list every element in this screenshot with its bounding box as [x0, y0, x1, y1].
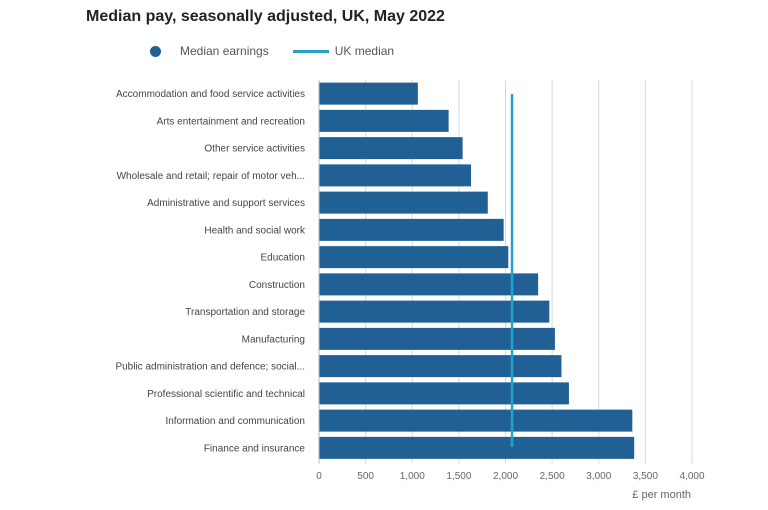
x-tick-label-8: 4,000 [679, 471, 704, 482]
category-label-2: Other service activities [204, 144, 305, 155]
category-label-13: Finance and insurance [204, 443, 306, 454]
bar-5 [319, 218, 504, 241]
category-label-7: Construction [249, 280, 305, 291]
x-tick-label-4: 2,000 [493, 471, 518, 482]
category-label-6: Education [261, 253, 305, 264]
bar-3 [319, 164, 471, 187]
category-label-5: Health and social work [204, 225, 306, 236]
legend-item-uk-median: UK median [292, 44, 395, 58]
legend-label-uk-median: UK median [334, 44, 395, 58]
x-tick-label-2: 1,000 [400, 471, 425, 482]
bar-8 [319, 300, 550, 323]
category-label-11: Professional scientific and technical [147, 389, 305, 400]
bar-6 [319, 246, 509, 269]
bar-10 [319, 355, 562, 378]
x-tick-label-5: 2,500 [540, 471, 565, 482]
category-label-9: Manufacturing [242, 334, 305, 345]
x-tick-label-1: 500 [357, 471, 374, 482]
legend-item-median-earnings: Median earnings [150, 44, 269, 58]
category-label-1: Arts entertainment and recreation [157, 116, 305, 127]
bar-13 [319, 436, 635, 459]
x-tick-label-3: 1,500 [446, 471, 471, 482]
bar-0 [319, 82, 418, 105]
chart-title: Median pay, seasonally adjusted, UK, May… [86, 8, 445, 25]
category-label-10: Public administration and defence; socia… [115, 362, 305, 373]
legend: Median earnings UK median [150, 43, 418, 59]
legend-label-median-earnings: Median earnings [180, 44, 269, 58]
category-label-4: Administrative and support services [147, 198, 305, 209]
category-label-3: Wholesale and retail; repair of motor ve… [117, 171, 305, 182]
bar-4 [319, 191, 488, 214]
x-tick-label-7: 3,500 [633, 471, 658, 482]
bar-9 [319, 327, 555, 350]
category-label-12: Information and communication [165, 416, 305, 427]
x-axis-label: £ per month [632, 489, 691, 501]
bar-11 [319, 382, 569, 405]
category-label-8: Transportation and storage [185, 307, 305, 318]
bar-2 [319, 137, 463, 160]
x-tick-label-0: 0 [316, 471, 322, 482]
legend-line-icon [292, 49, 329, 53]
bar-7 [319, 273, 539, 296]
bar-1 [319, 109, 449, 132]
legend-dot-icon [150, 45, 161, 57]
x-tick-label-6: 3,000 [586, 471, 611, 482]
bar-12 [319, 409, 633, 432]
category-label-0: Accommodation and food service activitie… [116, 89, 305, 100]
